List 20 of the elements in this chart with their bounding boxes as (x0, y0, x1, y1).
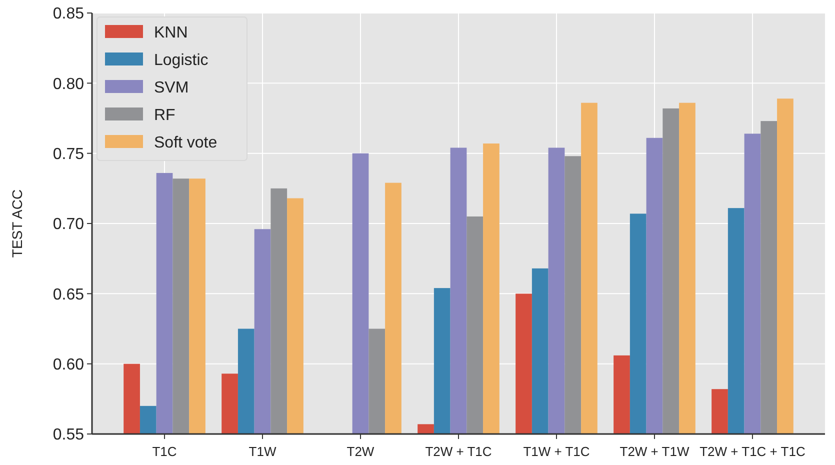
y-tick-label: 0.80 (52, 76, 84, 93)
legend-label: RF (154, 107, 176, 124)
y-tick-label: 0.75 (52, 146, 84, 163)
x-tick-label: T2W + T1C (425, 444, 492, 459)
legend-label: KNN (154, 24, 188, 42)
y-tick-label: 0.85 (52, 6, 84, 23)
legend-label: SVM (154, 80, 189, 97)
y-tick-label: 0.65 (52, 286, 84, 304)
x-tick-label: T1W + T1C (523, 444, 590, 459)
x-tick-label: T2W + T1C + T1C (700, 444, 806, 459)
legend-label: Logistic (154, 52, 208, 70)
y-tick-label: 0.55 (52, 426, 84, 444)
x-tick-label: T2W + T1W (620, 444, 690, 459)
legend-label: Soft vote (154, 134, 218, 152)
y-axis-title: TEST ACC (9, 189, 25, 258)
y-tick-label: 0.70 (52, 216, 84, 234)
x-tick-label: T1C (152, 444, 177, 459)
x-tick-label: T1W (248, 444, 277, 459)
x-tick-label: T2W (346, 444, 375, 459)
y-tick-label: 0.60 (52, 356, 84, 374)
